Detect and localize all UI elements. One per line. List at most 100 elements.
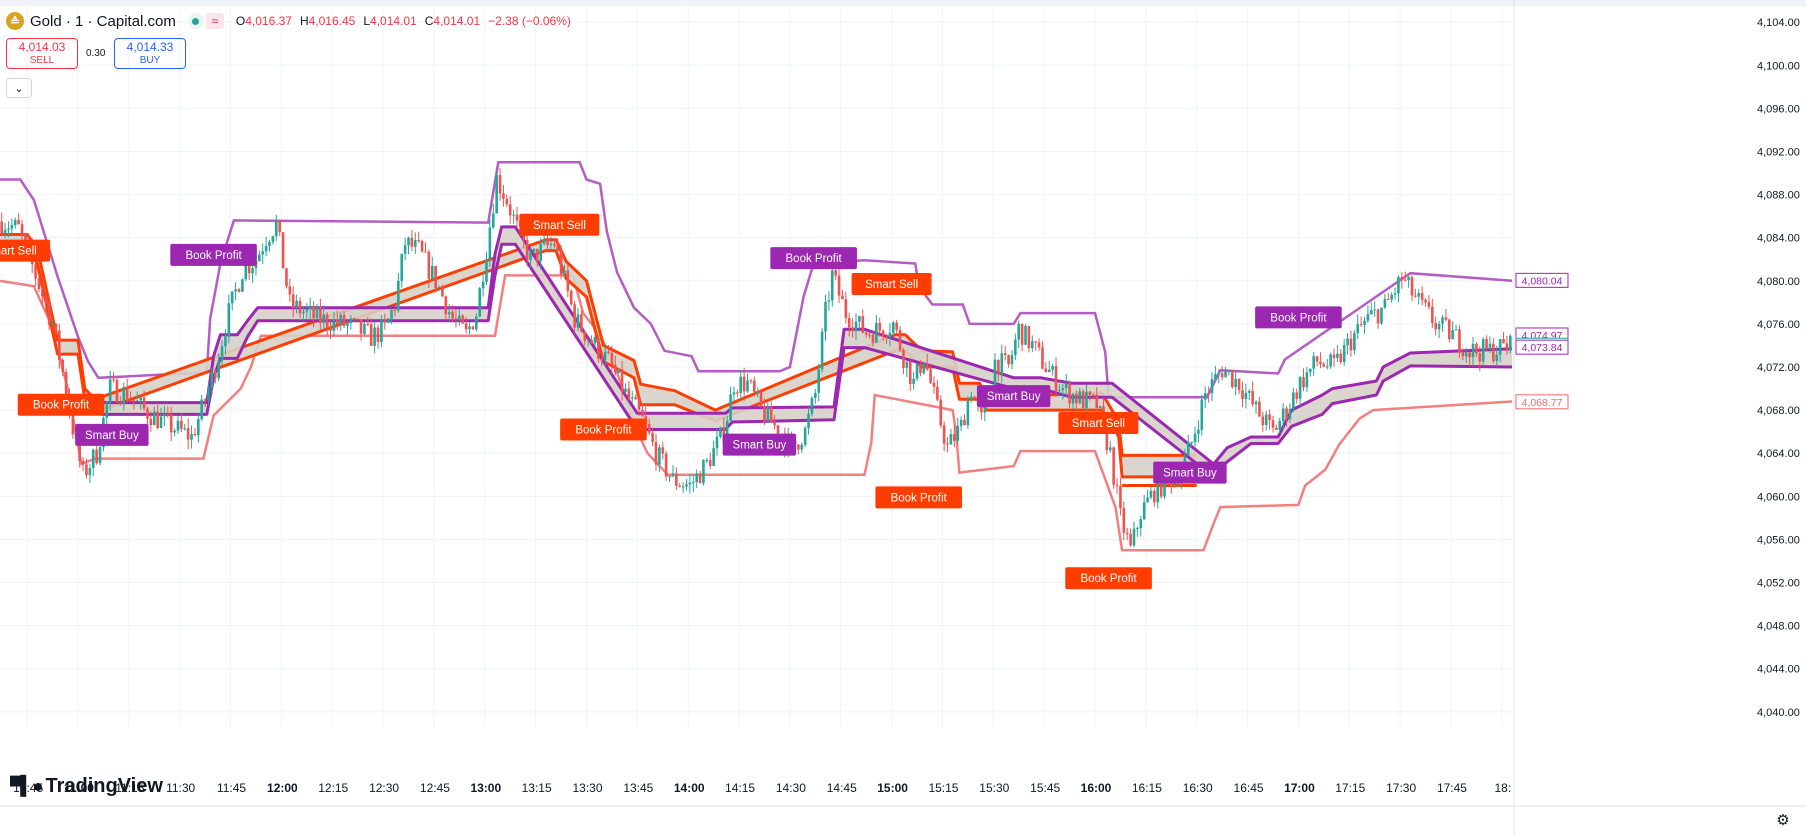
candle-body (271, 236, 275, 242)
y-tick-label: 4,080.00 (1757, 276, 1800, 288)
x-tick-label: 12:45 (420, 781, 450, 795)
candle-body (1454, 329, 1458, 331)
x-tick-label: 13:45 (623, 781, 653, 795)
candle-body (1410, 277, 1414, 296)
candle-body (647, 424, 651, 433)
candle-body (24, 233, 27, 241)
symbol-title[interactable]: Gold · 1 · Capital.com (30, 12, 176, 30)
candle-body (953, 434, 956, 441)
candle-body (858, 316, 861, 322)
x-tick-label: 10:45 (13, 781, 43, 795)
candle-body (1268, 414, 1271, 421)
settings-icon[interactable]: ⚙ (1776, 812, 1790, 829)
candle-body (1390, 294, 1393, 300)
candle-body (1142, 502, 1146, 520)
candle-body (1325, 366, 1329, 368)
market-open-icon[interactable] (187, 13, 204, 29)
candle-body (820, 331, 824, 370)
signal-label-text: Smart Buy (987, 391, 1041, 403)
candle-body (298, 300, 302, 314)
candle-body (1047, 369, 1051, 372)
candle-body (773, 422, 776, 426)
x-tick-label: 15:45 (1030, 781, 1060, 795)
signal-label-box (519, 213, 600, 236)
candle-body (1336, 353, 1339, 358)
candle-body (925, 363, 929, 370)
candle-body (1353, 333, 1356, 351)
candle-body (1003, 353, 1007, 356)
candle-body (1224, 371, 1227, 378)
candle-body (603, 351, 607, 361)
candle-body (1393, 293, 1397, 295)
candle-body (1376, 309, 1380, 324)
x-tick-label: 13:00 (470, 781, 501, 795)
price-axis-tag-text: 4,080.04 (1522, 275, 1563, 287)
candle-body (1356, 324, 1360, 334)
y-tick-label: 4,064.00 (1757, 448, 1800, 460)
candle-body (1485, 339, 1488, 350)
candle-body (434, 265, 437, 288)
candle-body (1149, 490, 1153, 498)
candle-body (363, 323, 366, 334)
price-axis-tag (1515, 394, 1569, 410)
candle-body (88, 468, 92, 476)
candle-body (691, 482, 695, 484)
candle-body (91, 449, 95, 469)
candle-body (1058, 390, 1061, 392)
candle-body (1068, 383, 1071, 404)
candle-body (1115, 484, 1119, 486)
signal-label-box (722, 433, 797, 456)
x-tick-label: 11:15 (115, 781, 144, 795)
data-delay-icon[interactable]: ≈ (205, 13, 224, 29)
candle-body (329, 327, 332, 331)
signal-label-box (976, 385, 1051, 408)
candle-body (936, 386, 939, 400)
candle-body (885, 336, 888, 338)
candle-body (725, 420, 729, 443)
candle-body (1370, 310, 1373, 315)
candle-body (1380, 307, 1383, 324)
candle-body (1054, 365, 1058, 391)
candle-body (688, 482, 692, 485)
x-tick-label: 11:45 (217, 781, 246, 795)
sell-button[interactable]: 4,014.03 SELL (6, 38, 78, 69)
candle-body (1078, 391, 1082, 404)
candle-body (715, 436, 719, 449)
candle-body (1278, 421, 1282, 430)
candle-body (576, 314, 580, 328)
candle-body (417, 240, 420, 242)
signal-label-text: Book Profit (575, 425, 632, 437)
candle-body (210, 371, 214, 389)
candle-body (274, 220, 278, 237)
candle-body (1373, 309, 1376, 311)
candle-body (1214, 374, 1217, 380)
candle-body (1332, 354, 1336, 358)
buy-price: 4,014.33 (126, 39, 174, 54)
candle-body (136, 400, 139, 402)
candle-body (1414, 295, 1417, 297)
candle-body (13, 220, 17, 226)
candle-body (1342, 345, 1346, 363)
buy-button[interactable]: 4,014.33 BUY (114, 38, 186, 69)
candle-body (186, 428, 190, 440)
candle-body (441, 286, 444, 297)
candle-body (10, 225, 14, 229)
signal-label-text: Smart Buy (85, 430, 139, 442)
collapse-legend-button[interactable]: ⌄ (6, 78, 32, 98)
candle-body (1400, 277, 1404, 280)
candle-body (1441, 317, 1444, 324)
x-tick-label: 16:30 (1183, 781, 1213, 795)
y-tick-label: 4,076.00 (1757, 319, 1800, 331)
tradingview-logo[interactable]: ▀▍● TradingView (10, 775, 163, 798)
candle-body (108, 379, 112, 403)
candle-body (908, 361, 912, 384)
candle-body (583, 331, 587, 341)
market-status[interactable]: ≈ (187, 13, 224, 29)
candle-body (115, 379, 119, 403)
close-value: C4,014.01 (424, 14, 481, 28)
y-tick-label: 4,096.00 (1757, 103, 1800, 115)
candle-body (810, 397, 814, 414)
candle-body (105, 402, 109, 418)
candle-body (397, 280, 400, 311)
